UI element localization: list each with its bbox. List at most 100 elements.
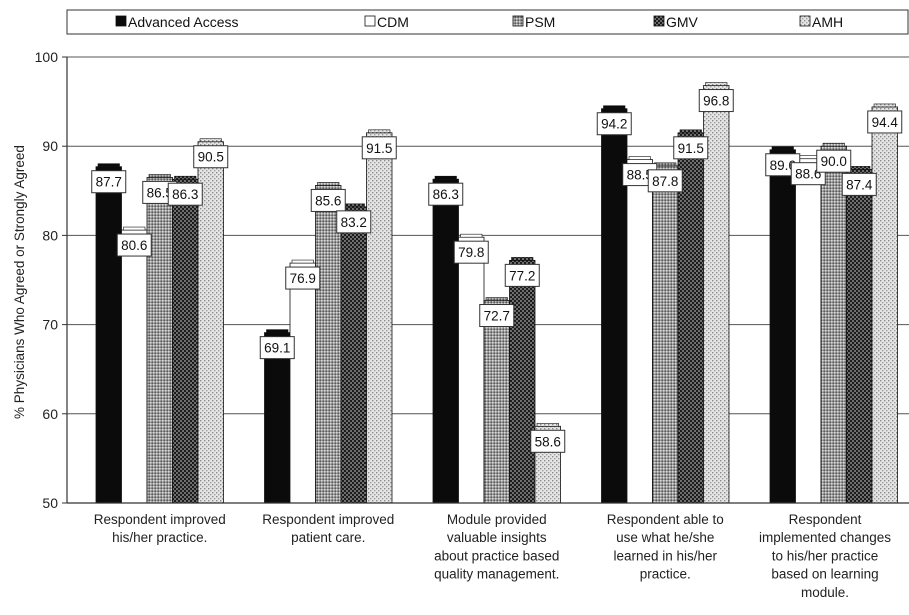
data-label: 87.4	[841, 172, 877, 196]
data-label-box	[259, 336, 295, 360]
data-label: 86.3	[167, 182, 203, 206]
legend-label: AMH	[812, 14, 843, 30]
bar	[432, 178, 459, 504]
legend-swatch	[512, 15, 524, 27]
bar-cap	[174, 175, 197, 180]
bar-cap	[434, 175, 457, 180]
data-label-box	[336, 210, 372, 234]
data-label-text: 88.5	[627, 168, 653, 183]
x-category-line: learned in his/her	[613, 548, 717, 563]
data-label-text: 72.7	[484, 309, 510, 324]
data-label: 90.0	[816, 149, 852, 173]
bar	[626, 159, 653, 504]
bar	[95, 166, 122, 504]
bar-cap	[148, 174, 171, 178]
data-label-text: 86.3	[172, 187, 198, 202]
bar	[146, 177, 173, 504]
bar	[315, 185, 342, 504]
data-label: 87.7	[91, 170, 127, 194]
bar-cap	[771, 146, 794, 151]
bar-cap	[822, 142, 845, 147]
bar	[172, 178, 199, 504]
bar	[795, 158, 822, 504]
data-label-text: 87.4	[846, 177, 873, 192]
bar-cap	[368, 129, 391, 134]
legend-item: GMV	[653, 14, 699, 30]
bar	[264, 332, 291, 504]
data-label: 96.8	[698, 89, 734, 113]
legend-item: Advanced Access	[115, 14, 239, 30]
bar	[458, 236, 485, 504]
y-tick-label: 100	[35, 49, 59, 65]
bar-cap	[873, 103, 896, 108]
bar-cap	[511, 257, 534, 261]
bar	[677, 132, 704, 504]
data-label: 87.8	[647, 169, 683, 193]
bar-cap	[97, 163, 120, 168]
data-label-text: 83.2	[341, 215, 367, 230]
y-tick-label: 90	[42, 138, 58, 154]
x-category-label: Respondent implemented changes to his/her …	[759, 512, 891, 600]
y-tick-labels: 50 60 70 80 90 100	[35, 49, 67, 511]
data-label: 83.2	[336, 210, 372, 234]
data-label-text: 91.5	[678, 141, 704, 156]
bar-cap	[266, 329, 289, 333]
data-label: 88.5	[622, 163, 658, 187]
bar-cap	[291, 259, 314, 264]
data-label-text: 86.3	[433, 187, 459, 202]
bar	[820, 145, 847, 504]
data-label-box	[647, 169, 683, 193]
bar-cap	[460, 233, 483, 238]
bar	[197, 141, 224, 504]
data-label-text: 69.1	[264, 341, 290, 356]
data-label-box	[816, 149, 852, 173]
data-label: 80.6	[116, 233, 152, 257]
bar-cap	[797, 155, 820, 159]
bar-cap	[603, 105, 626, 110]
x-category-line: about practice based	[434, 548, 559, 563]
data-label: 77.2	[504, 263, 540, 287]
bar-cap	[342, 203, 365, 208]
x-category-line: use what he/she	[616, 530, 714, 545]
data-label-box	[310, 188, 346, 212]
data-label-text: 91.5	[366, 141, 392, 156]
data-label-box	[530, 429, 566, 453]
data-label-box	[285, 266, 321, 290]
bar	[340, 206, 367, 504]
x-category-label: Module provided valuable insights about pr…	[434, 512, 559, 582]
legend: Advanced Access CDM PSM GMV AMH	[66, 9, 909, 35]
data-label-text: 89.6	[770, 158, 796, 173]
data-label: 76.9	[285, 266, 321, 290]
data-label-text: 80.6	[121, 238, 147, 253]
x-category-line: to his/her practice	[772, 548, 879, 563]
data-label-text: 90.5	[198, 150, 224, 165]
data-label-box	[673, 136, 709, 160]
bar	[871, 106, 898, 504]
x-category-line: implemented changes	[759, 530, 891, 545]
legend-item: AMH	[799, 14, 843, 30]
data-labels: 87.7 69.1 86.3 94.2 89.6 80.6 76.9 79.8 88.5 88.6…	[91, 89, 903, 453]
bar-cap	[123, 226, 146, 231]
legend-frame	[66, 9, 909, 35]
x-category-labels: Respondent improved his/her practice.Resp…	[94, 512, 892, 600]
data-label: 91.5	[673, 136, 709, 160]
bar-cap	[654, 162, 677, 167]
legend-label: Advanced Access	[128, 14, 239, 30]
x-category-label: Respondent improved patient care.	[262, 512, 394, 545]
data-label-text: 94.4	[872, 115, 899, 130]
data-label: 94.2	[596, 112, 632, 136]
x-category-line: quality management.	[434, 567, 559, 582]
legend-label: GMV	[666, 14, 699, 30]
x-category-line: practice.	[640, 567, 691, 582]
bar	[366, 132, 393, 504]
x-category-line: valuable insights	[447, 530, 547, 545]
bar	[121, 229, 148, 504]
bars	[95, 82, 898, 504]
data-label-text: 94.2	[601, 117, 627, 132]
data-label-box	[116, 233, 152, 257]
legend-label: CDM	[377, 14, 409, 30]
data-label: 69.1	[259, 336, 295, 360]
bar-cap	[679, 129, 702, 134]
data-label-box	[91, 170, 127, 194]
data-label-text: 86.5	[147, 185, 173, 200]
